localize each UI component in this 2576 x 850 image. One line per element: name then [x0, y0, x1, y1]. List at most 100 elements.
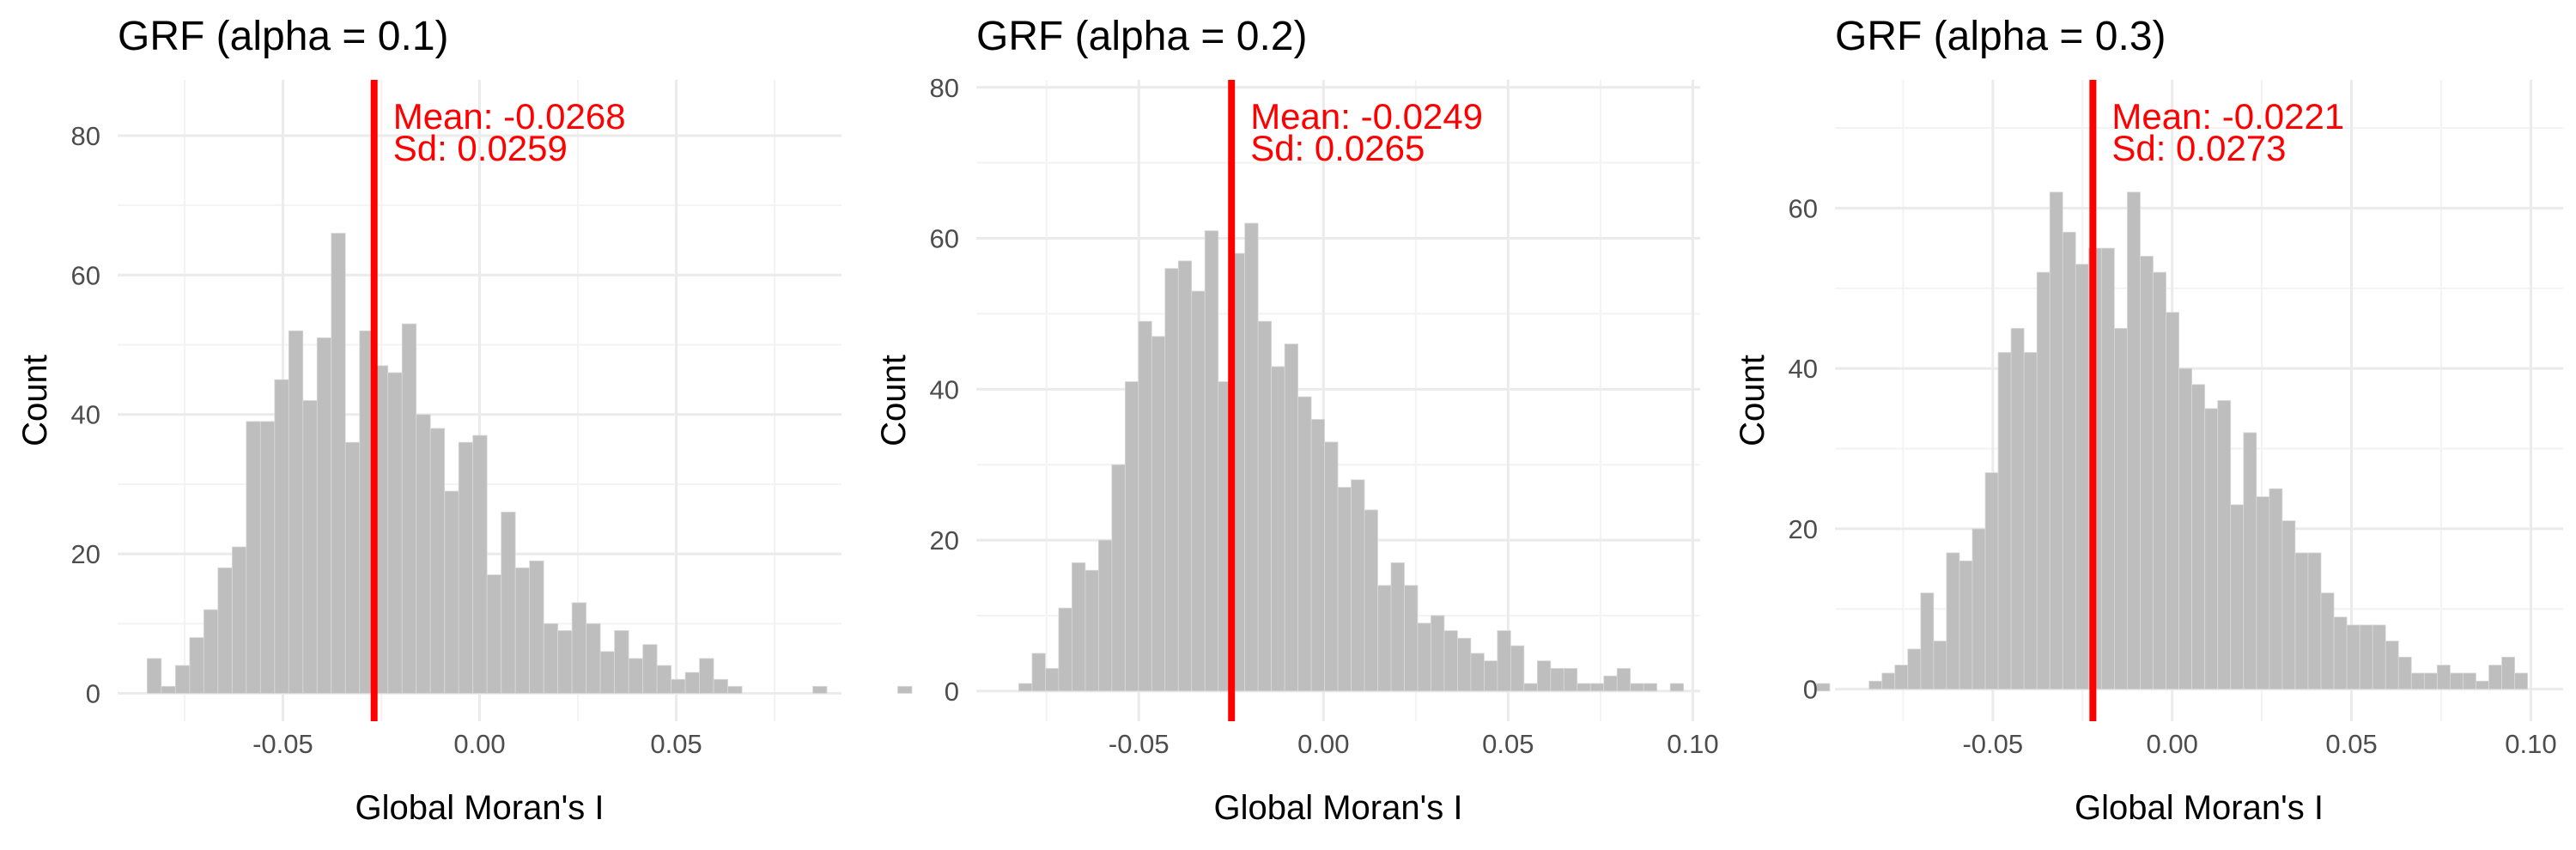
x-tick-label: 0.05: [1482, 729, 1534, 759]
histogram-bar: [1643, 683, 1658, 692]
histogram-bar: [2127, 191, 2141, 690]
histogram-bar: [2514, 672, 2529, 690]
histogram-bar: [543, 622, 559, 694]
y-axis-title: Count: [1734, 355, 1771, 446]
histogram-bar: [1603, 675, 1618, 692]
histogram-bar: [1031, 653, 1046, 692]
histogram-bar: [1881, 672, 1896, 690]
histogram-bar: [1337, 487, 1352, 692]
y-tick-label: 60: [1789, 193, 1818, 223]
histogram-bar: [1868, 680, 1883, 690]
histogram-bar: [2307, 552, 2322, 690]
x-tick-label: 0.00: [1297, 729, 1349, 759]
histogram-bar: [2062, 232, 2076, 690]
histogram-bar: [1417, 622, 1431, 692]
histogram-bar: [2114, 328, 2128, 690]
histogram-bar: [1816, 683, 1831, 692]
histogram-bar: [2501, 656, 2516, 690]
histogram-bar: [189, 637, 204, 694]
x-tick-label: 0.05: [2325, 729, 2377, 759]
y-tick-label: 60: [71, 260, 100, 290]
histogram-bar: [274, 379, 289, 694]
panel-title: GRF (alpha = 0.3): [1835, 14, 2166, 59]
histogram-bar: [727, 686, 743, 694]
histogram-bar: [1946, 552, 1960, 690]
histogram-bar: [1483, 660, 1498, 692]
histogram-bar: [2243, 432, 2257, 690]
histogram-bar: [586, 622, 601, 694]
histogram-bar: [642, 644, 658, 694]
histogram-bar: [2204, 408, 2219, 690]
histogram-bar: [316, 337, 332, 694]
x-tick-label: 0.00: [453, 729, 505, 759]
mean-annotation: Mean: -0.0221: [2111, 96, 2344, 137]
histogram-bar: [2010, 328, 2025, 690]
histogram-bar: [2488, 665, 2502, 690]
histogram-bar: [1124, 381, 1139, 692]
x-tick-label: 0.00: [2146, 729, 2197, 759]
histogram-bar: [2075, 264, 2089, 690]
histogram-bar: [713, 678, 728, 694]
histogram-bar: [2372, 624, 2386, 690]
histogram-bar: [472, 434, 488, 694]
histogram-bar: [2166, 312, 2180, 690]
histogram-bar: [1431, 615, 1445, 692]
histogram-bar: [2230, 504, 2245, 690]
histogram-bar: [1457, 637, 1472, 692]
histogram-bar: [1111, 464, 1126, 692]
histogram-bar: [1204, 230, 1219, 692]
histogram-bar: [2423, 672, 2438, 690]
histogram-bar: [2463, 672, 2476, 690]
panel-title: GRF (alpha = 0.2): [976, 14, 1308, 59]
histogram-bar: [331, 233, 346, 694]
histogram-bar: [2140, 256, 2154, 690]
histogram-bar: [2217, 400, 2232, 690]
histogram-bar: [1271, 366, 1285, 692]
histogram-bar: [1351, 479, 1365, 692]
y-tick-label: 20: [930, 525, 959, 556]
histogram-bar: [2385, 641, 2399, 690]
histogram-bar: [599, 651, 616, 694]
histogram-bar: [246, 421, 261, 694]
histogram-bar: [1589, 683, 1605, 692]
histogram-bar: [1907, 648, 1922, 690]
histogram-bar: [1669, 683, 1685, 692]
histogram-bar: [1071, 562, 1086, 692]
histogram-bar: [2397, 656, 2412, 690]
histogram-bar: [1984, 472, 1999, 690]
sd-annotation: Sd: 0.0265: [1250, 128, 1425, 168]
histogram-bar: [1257, 320, 1273, 692]
y-axis-title: Count: [875, 355, 913, 446]
histogram-bar: [2036, 271, 2050, 690]
x-tick-label: -0.05: [1962, 729, 2023, 759]
histogram-bar: [1164, 268, 1179, 692]
histogram-bar: [529, 560, 544, 694]
histogram-bar: [1045, 668, 1060, 692]
histogram-bar: [2023, 352, 2038, 690]
histogram-bar: [1084, 569, 1099, 692]
histogram-bar: [897, 686, 913, 694]
histogram-bar: [288, 330, 304, 694]
histogram-bar: [1191, 290, 1206, 692]
histogram-bar: [344, 441, 361, 694]
histogram-bar: [1523, 683, 1538, 692]
histogram-bar: [1550, 668, 1564, 692]
histogram-bar: [1997, 352, 2012, 690]
histogram-bar: [1536, 660, 1552, 692]
histogram-bar: [1018, 683, 1033, 692]
histogram-bar: [671, 678, 686, 694]
y-tick-label: 80: [71, 121, 100, 151]
histogram-bar: [2320, 592, 2335, 690]
x-axis-title: Global Moran's I: [1214, 789, 1463, 827]
histogram-bar: [684, 671, 701, 694]
x-axis-title: Global Moran's I: [2075, 789, 2324, 827]
y-tick-label: 20: [71, 539, 100, 569]
y-tick-label: 0: [86, 679, 100, 709]
sd-annotation: Sd: 0.0273: [2111, 128, 2286, 168]
histogram-bar: [2178, 367, 2193, 690]
histogram-bar: [429, 428, 446, 694]
histogram-bar: [231, 546, 247, 694]
histogram-bar: [416, 414, 431, 694]
